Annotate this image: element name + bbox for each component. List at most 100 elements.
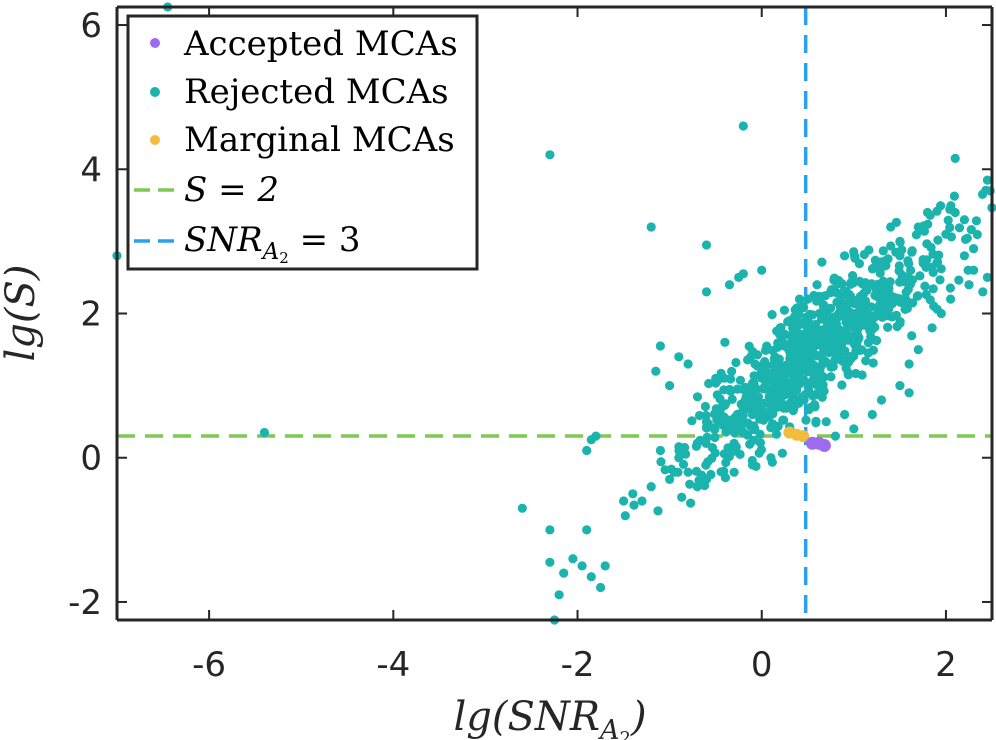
rejected-point <box>700 401 711 412</box>
legend: Accepted MCAs Rejected MCAs Marginal MCA… <box>126 14 479 271</box>
rejected-point <box>739 428 749 438</box>
rejected-point <box>808 347 818 357</box>
rejected-point <box>646 222 656 232</box>
rejected-point <box>725 417 735 427</box>
rejected-point <box>646 482 656 492</box>
rejected-point <box>933 235 943 245</box>
rejected-point <box>707 453 717 463</box>
x-tick-label: 0 <box>751 645 773 685</box>
rejected-point <box>804 385 814 395</box>
rejected-point <box>823 312 833 322</box>
rejected-point <box>913 345 923 355</box>
rejected-point <box>586 572 596 582</box>
rejected-point <box>656 457 666 467</box>
rejected-point <box>837 334 848 344</box>
rejected-point <box>922 207 933 218</box>
y-tick-label: 0 <box>80 439 102 479</box>
rejected-point <box>735 375 746 385</box>
rejected-point <box>554 590 564 600</box>
rejected-point <box>873 288 883 298</box>
rejected-point <box>907 331 917 341</box>
rejected-point <box>895 318 905 328</box>
rejected-point <box>704 378 714 389</box>
rejected-point <box>794 294 805 304</box>
rejected-point <box>851 368 861 379</box>
rejected-point <box>863 348 873 358</box>
rejected-point <box>710 432 720 443</box>
rejected-point <box>804 317 814 328</box>
rejected-point <box>753 398 763 409</box>
rejected-point <box>907 247 917 257</box>
legend-snr-tail: = 3 <box>289 220 361 260</box>
rejected-point <box>795 339 805 350</box>
rejected-point <box>915 271 925 281</box>
rejected-point <box>757 265 767 275</box>
rejected-point <box>812 280 822 290</box>
rejected-point <box>701 474 712 484</box>
rejected-point <box>744 341 754 351</box>
rejected-point <box>878 276 888 286</box>
rejected-point <box>801 415 811 425</box>
rejected-point <box>840 251 850 261</box>
rejected-point <box>817 257 827 267</box>
rejected-point <box>773 421 783 431</box>
rejected-point <box>849 351 859 361</box>
legend-marker-rejected <box>150 87 160 97</box>
rejected-point <box>859 249 869 260</box>
rejected-point <box>768 346 778 356</box>
rejected-point <box>687 416 697 426</box>
rejected-point <box>921 262 931 272</box>
rejected-point <box>867 409 877 420</box>
x-axis-label-subsub: 2 <box>619 728 630 740</box>
rejected-point <box>950 153 960 163</box>
rejected-point <box>802 329 812 339</box>
rejected-point <box>821 417 831 427</box>
rejected-point <box>692 482 702 492</box>
rejected-point <box>718 401 728 411</box>
rejected-point <box>686 498 696 508</box>
rejected-point <box>767 310 777 320</box>
legend-label-rejected: Rejected MCAs <box>184 72 449 112</box>
rejected-point <box>798 301 808 311</box>
rejected-point <box>665 474 675 484</box>
rejected-point <box>977 189 988 199</box>
rejected-point <box>982 175 993 185</box>
rejected-point <box>954 223 965 233</box>
rejected-point <box>729 467 739 477</box>
x-axis-label: lg(SNRA2) <box>453 694 646 740</box>
rejected-point <box>803 294 813 304</box>
rejected-point <box>811 416 821 426</box>
rejected-point <box>655 341 666 351</box>
rejected-point <box>738 121 748 131</box>
legend-label-s-threshold: S = 2 <box>184 170 279 210</box>
rejected-point <box>935 275 945 285</box>
rejected-point <box>866 302 876 312</box>
rejected-point <box>715 394 725 404</box>
rejected-point <box>692 392 703 402</box>
rejected-point <box>971 216 982 226</box>
rejected-point <box>674 352 684 362</box>
rejected-point <box>806 402 816 413</box>
legend-label-accepted: Accepted MCAs <box>183 24 458 64</box>
rejected-point <box>701 460 711 470</box>
rejected-point <box>710 423 720 433</box>
rejected-point <box>891 310 902 320</box>
rejected-point <box>825 303 836 313</box>
rejected-point <box>727 366 737 376</box>
rejected-point <box>895 236 905 246</box>
rejected-point <box>886 222 896 232</box>
legend-marker-accepted <box>150 38 160 48</box>
rejected-point <box>735 449 745 459</box>
rejected-point <box>758 415 769 425</box>
x-axis-label-main: lg(SNR <box>453 694 600 740</box>
rejected-point <box>734 272 744 282</box>
rejected-point <box>861 356 871 366</box>
rejected-point <box>842 289 853 300</box>
rejected-point <box>674 442 684 452</box>
rejected-point <box>844 298 854 308</box>
rejected-point <box>795 318 805 328</box>
rejected-point <box>821 357 831 367</box>
rejected-point <box>900 304 910 314</box>
rejected-point <box>749 371 759 381</box>
rejected-point <box>757 373 767 383</box>
